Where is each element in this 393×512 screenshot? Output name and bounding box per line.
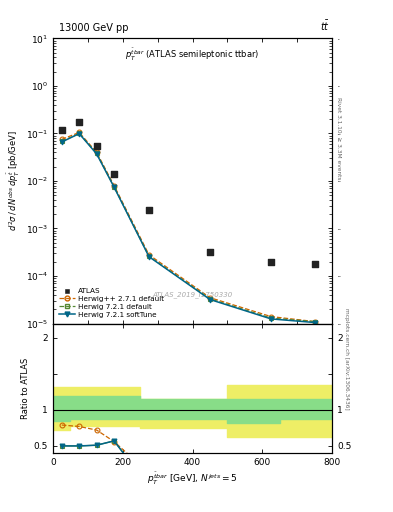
Line: Herwig++ 2.7.1 default: Herwig++ 2.7.1 default [59, 130, 317, 324]
Herwig++ 2.7.1 default [77, 130, 82, 136]
Herwig 7.2.1 default [269, 315, 274, 321]
Herwig 7.2.1 softTune [59, 139, 64, 145]
Text: Rivet 3.1.10, ≥ 3.3M events: Rivet 3.1.10, ≥ 3.3M events [336, 97, 341, 180]
Text: ATLAS_2019_I1750330: ATLAS_2019_I1750330 [152, 291, 233, 298]
Legend: ATLAS, Herwig++ 2.7.1 default, Herwig 7.2.1 default, Herwig 7.2.1 softTune: ATLAS, Herwig++ 2.7.1 default, Herwig 7.… [57, 286, 167, 320]
ATLAS [94, 142, 100, 150]
Herwig 7.2.1 softTune [269, 316, 274, 322]
Herwig 7.2.1 default [312, 318, 317, 325]
Herwig 7.2.1 softTune [208, 296, 212, 303]
Herwig++ 2.7.1 default [147, 252, 151, 258]
Herwig 7.2.1 softTune [77, 131, 82, 137]
Herwig++ 2.7.1 default [312, 318, 317, 325]
ATLAS [312, 261, 318, 269]
Herwig 7.2.1 softTune [94, 151, 99, 157]
ATLAS [59, 125, 65, 134]
Y-axis label: Ratio to ATLAS: Ratio to ATLAS [21, 358, 29, 419]
Herwig++ 2.7.1 default [94, 150, 99, 156]
Text: 13000 GeV pp: 13000 GeV pp [59, 23, 128, 33]
ATLAS [268, 258, 274, 266]
Herwig 7.2.1 softTune [312, 319, 317, 326]
Line: Herwig 7.2.1 default: Herwig 7.2.1 default [59, 131, 317, 324]
Herwig 7.2.1 default [208, 296, 212, 302]
Herwig++ 2.7.1 default [112, 182, 116, 188]
ATLAS [207, 248, 213, 256]
Herwig 7.2.1 softTune [147, 253, 151, 260]
ATLAS [111, 170, 117, 178]
Herwig 7.2.1 default [77, 131, 82, 137]
Herwig++ 2.7.1 default [269, 313, 274, 319]
Herwig 7.2.1 softTune [112, 184, 116, 190]
X-axis label: $p^{\bar{t}bar}_{T}$ [GeV], $N^{jets} = 5$: $p^{\bar{t}bar}_{T}$ [GeV], $N^{jets} = … [147, 471, 238, 487]
Herwig 7.2.1 default [112, 184, 116, 190]
Herwig++ 2.7.1 default [59, 136, 64, 142]
Herwig 7.2.1 default [59, 138, 64, 144]
Text: $p_T^{\bar{t}bar}$ (ATLAS semileptonic ttbar): $p_T^{\bar{t}bar}$ (ATLAS semileptonic t… [125, 47, 260, 63]
Text: mcplots.cern.ch [arXiv:1306.3436]: mcplots.cern.ch [arXiv:1306.3436] [344, 308, 349, 409]
Line: Herwig 7.2.1 softTune: Herwig 7.2.1 softTune [59, 131, 317, 325]
Herwig++ 2.7.1 default [208, 294, 212, 301]
Text: $t\bar{t}$: $t\bar{t}$ [320, 19, 330, 33]
Herwig 7.2.1 default [94, 151, 99, 157]
Y-axis label: $d^2\sigma\,/\,dN^{obs}\,dp^{\bar{t}}_{T}$ [pb/GeV]: $d^2\sigma\,/\,dN^{obs}\,dp^{\bar{t}}_{T… [6, 131, 22, 231]
Herwig 7.2.1 default [147, 253, 151, 260]
ATLAS [76, 118, 83, 126]
ATLAS [146, 205, 152, 214]
